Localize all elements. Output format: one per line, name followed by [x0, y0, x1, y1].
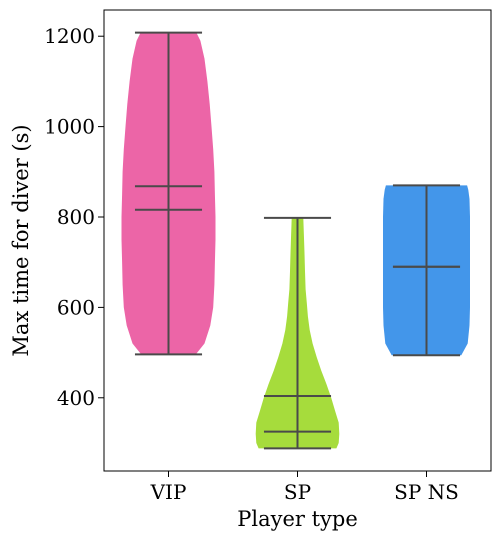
y-tick-label-1200: 1200: [44, 24, 95, 48]
x-tick-label-sp: SP: [284, 480, 311, 504]
y-tick-label-600: 600: [57, 295, 95, 319]
x-tick-label-vip: VIP: [150, 480, 187, 504]
x-axis: VIP SP SP NS: [150, 471, 459, 504]
statistics-layer: [134, 31, 461, 450]
plot-frame: [103, 9, 492, 472]
violin-layer: [121, 32, 470, 449]
y-tick-label-400: 400: [57, 386, 95, 410]
y-axis: 400 600 800 1000 1200: [44, 24, 104, 410]
y-tick-label-1000: 1000: [44, 115, 95, 139]
y-tick-label-800: 800: [57, 205, 95, 229]
y-axis-label: Max time for diver (s): [9, 124, 33, 356]
x-axis-label: Player type: [237, 507, 358, 531]
x-tick-label-sp-ns: SP NS: [394, 480, 459, 504]
